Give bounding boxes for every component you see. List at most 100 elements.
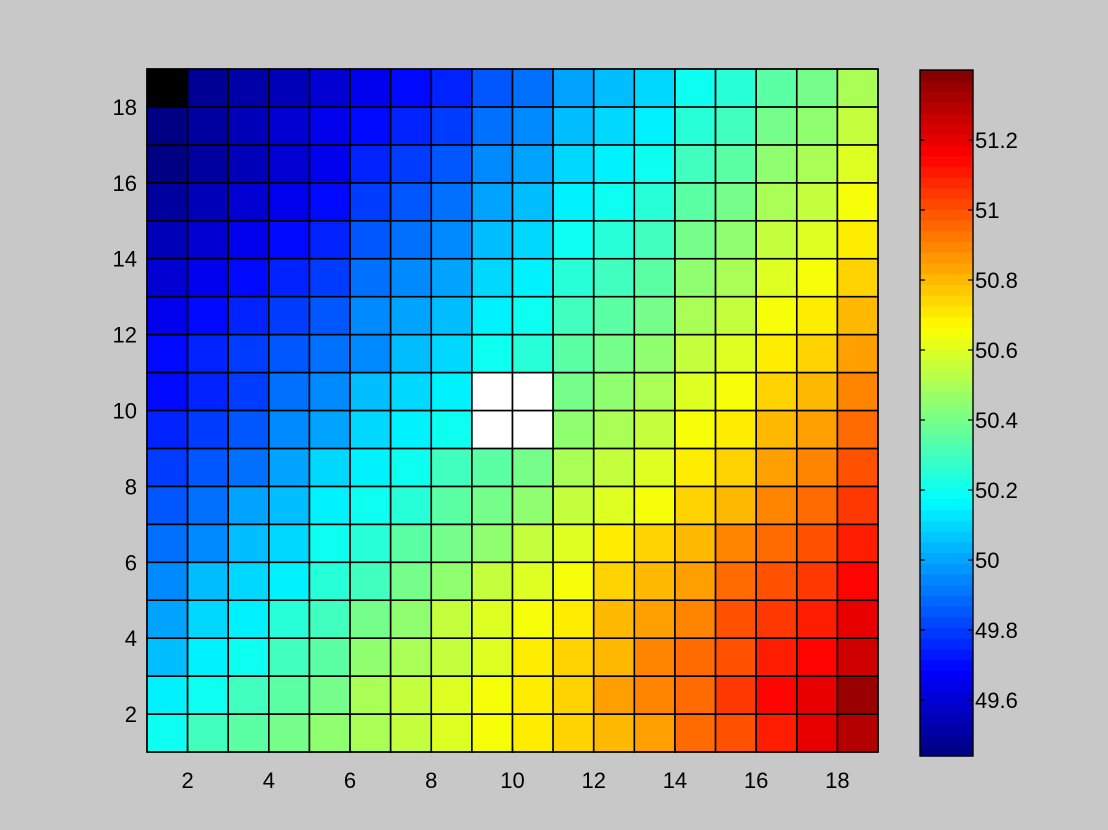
colorbar-frame (919, 69, 974, 757)
heatmap-cell (795, 561, 839, 602)
heatmap-cell (389, 371, 433, 412)
heatmap-cell (836, 68, 879, 108)
heatmap-cell (227, 144, 270, 184)
heatmap-cell (268, 333, 311, 374)
heatmap-cell (430, 106, 473, 146)
heatmap-cell (308, 68, 351, 108)
x-tick-label: 6 (344, 768, 356, 793)
heatmap-cell (714, 106, 757, 146)
heatmap-cell (836, 599, 879, 639)
heatmap-cell (755, 257, 798, 298)
heatmap-cell (471, 637, 514, 677)
colorbar-segment (920, 112, 973, 125)
heatmap-cell (430, 295, 473, 336)
heatmap-cell (795, 485, 839, 526)
heatmap-cell (349, 68, 392, 108)
heatmap-cell (674, 219, 717, 260)
heatmap-cell (471, 713, 514, 753)
colorbar-segment (920, 552, 973, 564)
x-tick-label: 18 (825, 768, 849, 793)
heatmap-cell (511, 106, 554, 146)
x-tick-label: 4 (263, 768, 275, 793)
colorbar-segment (920, 670, 973, 682)
heatmap-cell (227, 295, 270, 336)
heatmap-cell (714, 295, 757, 336)
y-tick-label: 2 (125, 702, 137, 727)
heatmap-cell (714, 599, 757, 639)
heatmap-cell (836, 675, 879, 715)
colorbar-segment (920, 680, 973, 693)
heatmap-cell (633, 144, 676, 184)
colorbar-segment (920, 327, 973, 339)
heatmap-cell (633, 523, 676, 564)
heatmap-cell (511, 599, 554, 639)
heatmap-cell (674, 485, 717, 526)
heatmap-cell (471, 371, 514, 412)
heatmap-cell (430, 713, 473, 753)
heatmap-cell (389, 106, 433, 146)
heatmap-cell (511, 637, 554, 677)
heatmap-cell (633, 333, 676, 374)
colorbar-segment (920, 305, 973, 318)
heatmap-cell (714, 447, 757, 488)
heatmap-cell (349, 182, 392, 222)
heatmap-cell (471, 257, 514, 298)
heatmap-cell (389, 675, 433, 715)
heatmap-cell (714, 182, 757, 222)
heatmap-cell (308, 144, 351, 184)
heatmap-cell (552, 637, 595, 677)
heatmap-cell (227, 447, 270, 488)
heatmap-cell (633, 485, 676, 526)
colorbar-tick-label: 51.2 (975, 128, 1018, 153)
colorbar-segment (920, 80, 973, 93)
heatmap-cell (430, 219, 473, 260)
heatmap-cell (755, 637, 798, 677)
heatmap-cell (592, 295, 636, 336)
heatmap-cell (836, 182, 879, 222)
y-tick-label: 8 (125, 474, 137, 499)
colorbar-segment (920, 713, 973, 725)
colorbar-segment (920, 423, 973, 436)
heatmap-cell (389, 637, 433, 677)
heatmap-cell (308, 523, 351, 564)
heatmap-cell (186, 561, 230, 602)
heatmap-cell (389, 599, 433, 639)
heatmap-cell (592, 333, 636, 374)
heatmap-cell (633, 637, 676, 677)
heatmap-cell (389, 523, 433, 564)
heatmap-cell (836, 371, 879, 412)
heatmap-cell (349, 485, 392, 526)
heatmap-cell (674, 637, 717, 677)
heatmap-cell (430, 523, 473, 564)
heatmap-cell (836, 713, 879, 753)
heatmap-cell (552, 409, 595, 450)
heatmap-cell (186, 333, 230, 374)
heatmap-cell (836, 144, 879, 184)
heatmap-cell (146, 523, 189, 564)
heatmap-cell (471, 561, 514, 602)
heatmap-cell (186, 637, 230, 677)
heatmap-cell (795, 144, 839, 184)
heatmap-cell (592, 106, 636, 146)
heatmap-cell (227, 485, 270, 526)
colorbar-segment (920, 659, 973, 671)
heatmap-cell (146, 599, 189, 639)
heatmap-cell (633, 106, 676, 146)
heatmap-cell (674, 561, 717, 602)
heatmap-axes: 2 4 6 8 10 12 14 16 18 2 4 6 8 10 12 14 16 18 (113, 68, 879, 793)
heatmap-cell (552, 144, 595, 184)
heatmap-cell (186, 182, 230, 222)
heatmap-cell (836, 637, 879, 677)
heatmap-cell (795, 219, 839, 260)
heatmap-cell (511, 447, 554, 488)
heatmap-cell (714, 713, 757, 753)
colorbar-segment (920, 230, 973, 243)
heatmap-cell (146, 257, 189, 298)
heatmap-cell (511, 485, 554, 526)
heatmap-cell (308, 371, 351, 412)
heatmap-cell (268, 599, 311, 639)
heatmap-cell (227, 219, 270, 260)
heatmap-cell (227, 68, 270, 108)
heatmap-cell (511, 561, 554, 602)
colorbar-segment (920, 466, 973, 478)
